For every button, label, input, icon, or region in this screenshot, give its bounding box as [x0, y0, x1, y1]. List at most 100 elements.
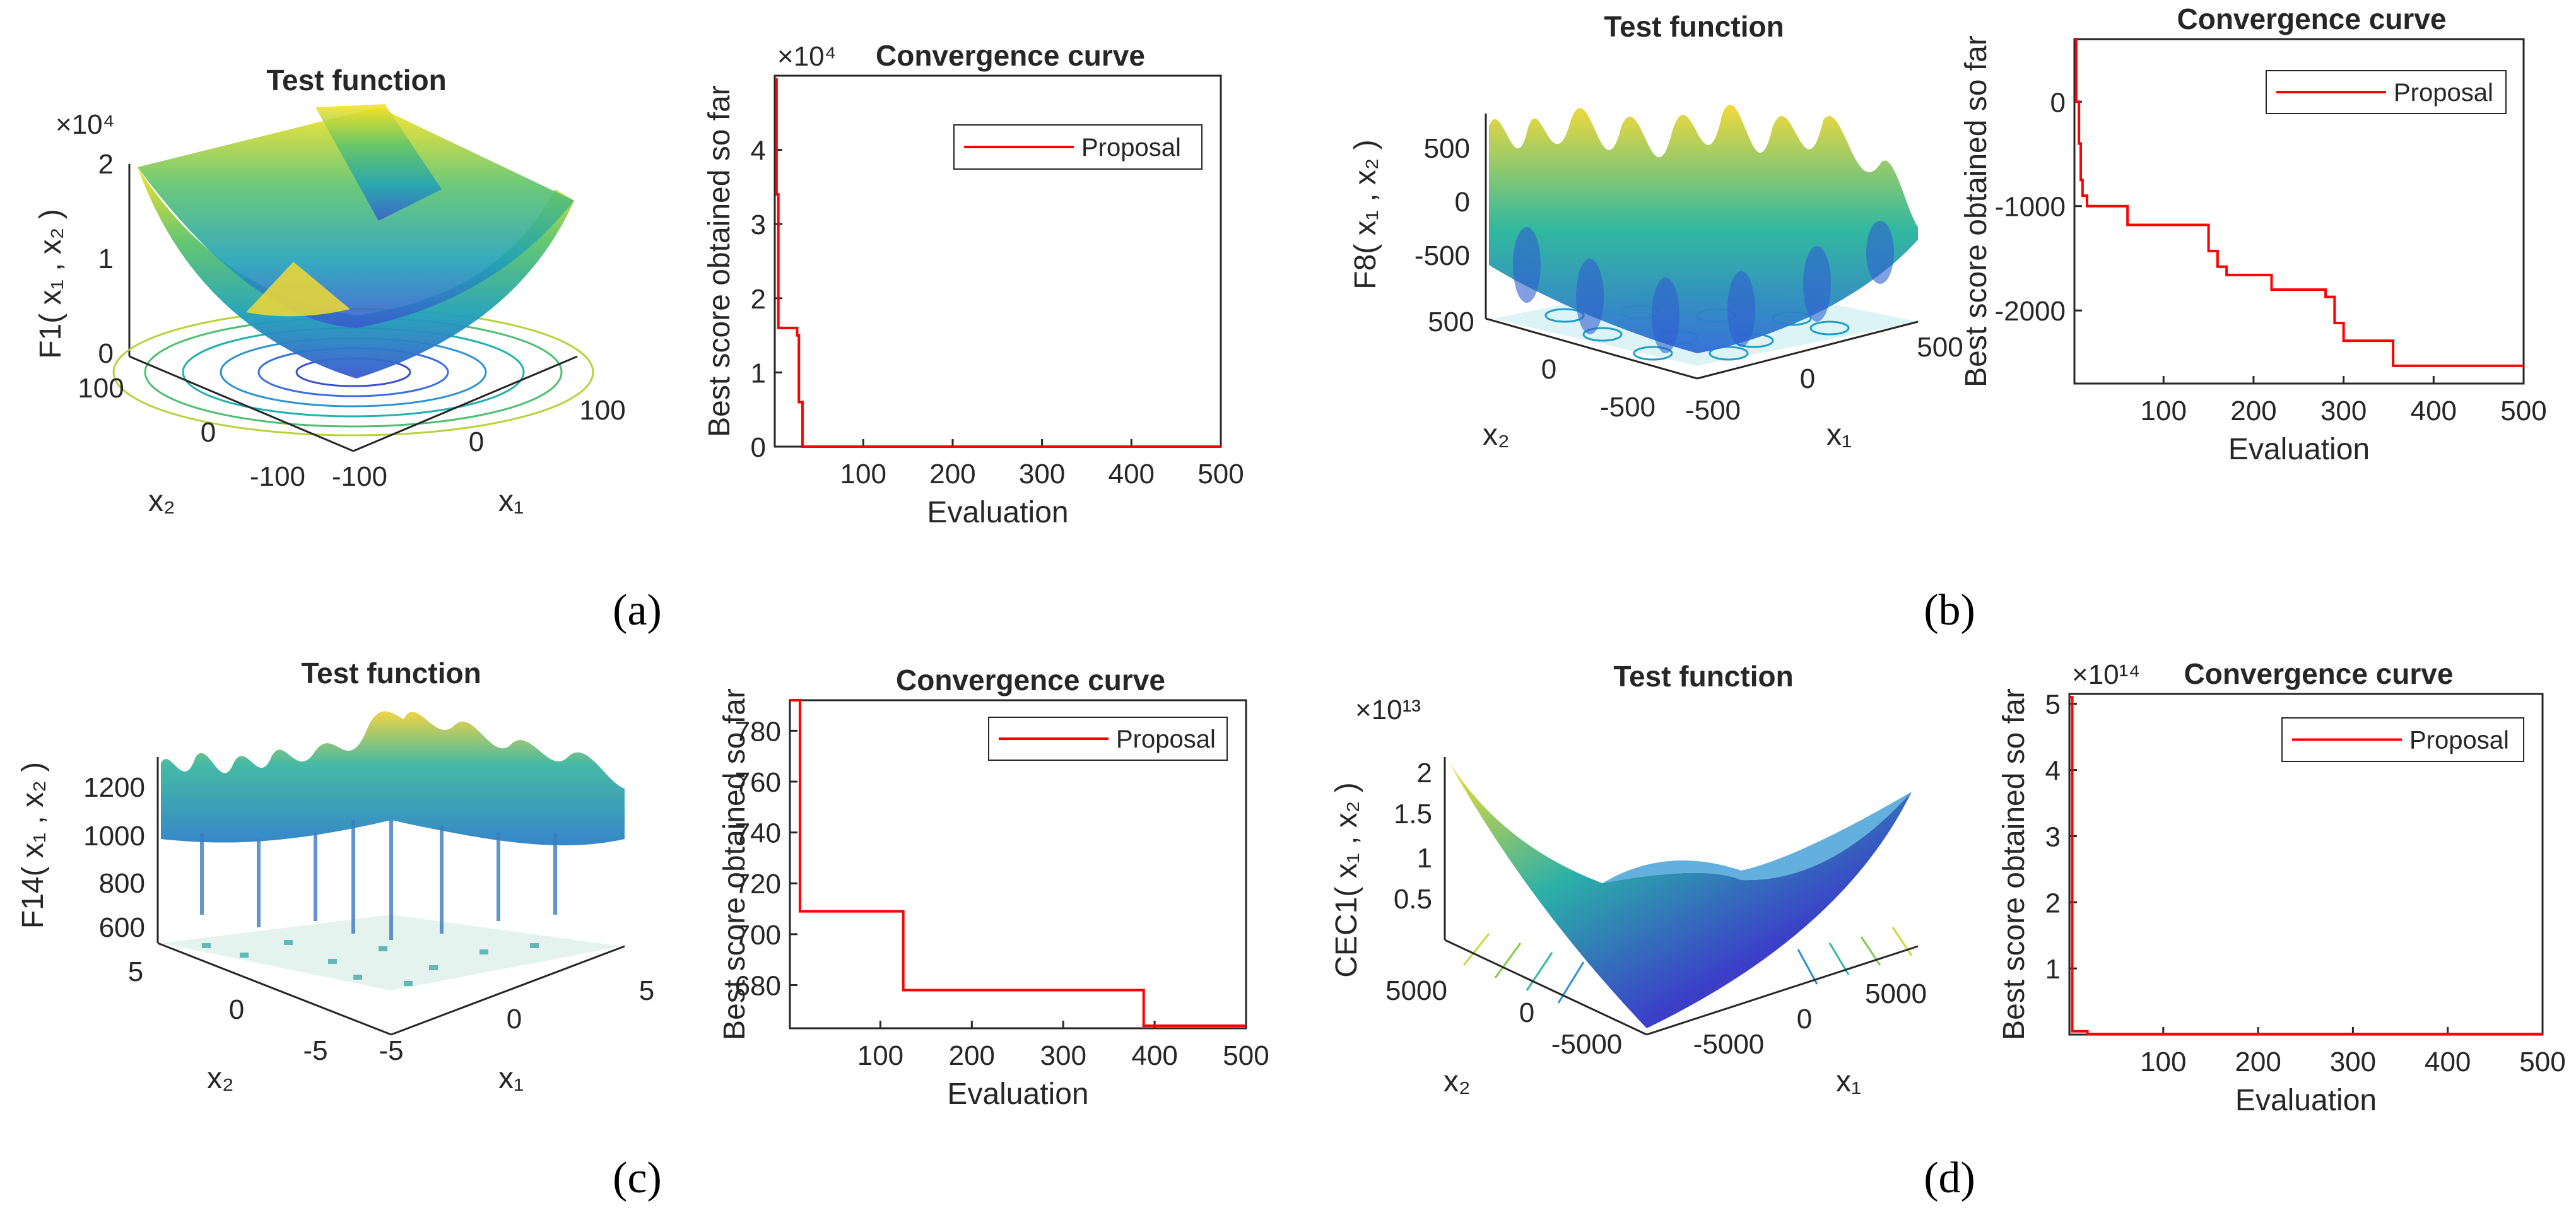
x-tick-label: 400: [2425, 1047, 2471, 1077]
surface-b-xtick: -500: [1685, 395, 1741, 426]
surface-b-ytick: 0: [1541, 354, 1556, 385]
x-axis-label: Evaluation: [927, 496, 1068, 529]
surface-c-ztick: 600: [99, 912, 145, 943]
surface-d-bowl: [1448, 760, 1912, 1028]
y-tick-label: 740: [735, 818, 781, 849]
x-tick-label: 300: [2320, 396, 2367, 426]
surface-d-xlabel: x₁: [1836, 1065, 1861, 1098]
surface-c: Test function F14( x₁ , x₂ ) 600 800 100…: [16, 657, 654, 1095]
y-tick-label: 760: [735, 767, 781, 798]
x-tick-label: 400: [1131, 1040, 1177, 1071]
series-line-proposal: [2069, 696, 2543, 1035]
surface-b-zlabel: F8( x₁ , x₂ ): [1349, 139, 1382, 290]
x-tick-label: 300: [1019, 459, 1065, 490]
x-tick-label: 500: [1197, 459, 1244, 490]
surface-d-ztick: 2: [1417, 758, 1432, 789]
surface-a-zexp: ×10⁴: [56, 109, 115, 140]
surface-c-xtick: -5: [379, 1035, 403, 1066]
surface-d: Test function ×10¹³ CEC1( x₁ , x₂ ) 0.5 …: [1330, 660, 1927, 1098]
x-tick-label: 200: [949, 1040, 995, 1071]
surface-d-title: Test function: [1613, 660, 1793, 693]
surface-d-ytick: -5000: [1551, 1029, 1623, 1060]
surface-c-yaxis: [157, 942, 392, 1036]
surface-c-xtick: 5: [639, 975, 654, 1006]
surface-b-title: Test function: [1604, 10, 1784, 43]
series-line-proposal: [775, 78, 1221, 448]
convergence-plot-d: 100 200 300 400 500 1 2 3 4 5 Convergence curve Eva…: [1997, 657, 2566, 1117]
y-tick-label: 720: [735, 869, 781, 900]
surface-b-ztick: -500: [1414, 240, 1470, 271]
surface-b: Test function F8( x₁ , x₂ ) 500 0 -500 5…: [1349, 10, 1963, 452]
x-tick-label: 500: [2500, 396, 2546, 426]
surface-c-ztick: 1000: [83, 821, 145, 852]
surface-d-rim: [1603, 792, 1912, 883]
y-tick-label: -2000: [1994, 296, 2066, 327]
x-axis-label: Evaluation: [2228, 433, 2370, 466]
surface-c-mesh: [161, 711, 625, 845]
y-tick-label: 3: [2045, 821, 2061, 852]
y-tick-label: 680: [735, 970, 781, 1001]
subfigure-label-b: (b): [1924, 586, 1975, 635]
y-axis-label: Best score obtained so far: [718, 688, 751, 1040]
surface-c-xlabel: x₁: [498, 1062, 524, 1095]
y-tick-label: 5: [2045, 690, 2061, 720]
y-tick-label: 2: [2045, 888, 2061, 919]
y-tick-label: -1000: [1994, 192, 2066, 223]
surface-d-xtick: 0: [1797, 1004, 1812, 1035]
surface-b-yaxis: [1485, 317, 1698, 380]
surface-a-ztick: 2: [98, 149, 114, 180]
x-tick-label: 200: [2230, 396, 2276, 426]
surface-a-ztick: 1: [98, 244, 114, 274]
surface-b-xaxis: [1697, 320, 1919, 380]
surface-a-xtick: -100: [332, 461, 387, 492]
surface-c-xtick: 0: [507, 1004, 522, 1035]
surface-a-ytick: 100: [78, 373, 124, 404]
y-tick-label: 3: [751, 209, 766, 240]
surface-b-xlabel: x₁: [1826, 418, 1852, 452]
plot-title: Convergence curve: [896, 664, 1165, 696]
y-axis-label: Best score obtained so far: [703, 85, 736, 437]
surface-a: Test function ×10⁴ F1( x₁ , x₂ ) 2 1 0 1…: [34, 64, 626, 518]
surface-b-ylabel: x₂: [1483, 418, 1510, 452]
surface-b-ztick: 0: [1455, 187, 1470, 218]
surface-a-xaxis: [353, 355, 578, 452]
surface-a-ytick: -100: [250, 461, 305, 492]
subfigure-label-a: (a): [613, 586, 662, 635]
surface-a-back: [315, 104, 442, 221]
y-tick-label: 1: [2045, 954, 2061, 985]
surface-c-floor: [161, 915, 621, 990]
surface-a-xtick: 0: [469, 426, 484, 457]
surface-c-ytick: -5: [303, 1035, 327, 1066]
surface-d-xtick: 5000: [1865, 978, 1927, 1009]
surface-a-ylabel: x₂: [148, 484, 175, 518]
subfigure-label-d: (d): [1924, 1154, 1975, 1202]
surface-c-ytick: 5: [128, 956, 143, 987]
y-tick-label: 700: [735, 920, 781, 951]
surface-a-ytick: 0: [201, 417, 216, 448]
surface-a-ztick: 0: [98, 338, 114, 369]
x-tick-label: 100: [2141, 396, 2187, 426]
y-tick-label: 780: [735, 716, 781, 747]
x-tick-label: 100: [840, 459, 886, 490]
surface-a-xtick: 100: [579, 395, 625, 426]
convergence-plot-a: 100 200 300 400 500 0 1 2 3 4 Convergence curve Eva…: [703, 39, 1244, 529]
x-tick-label: 300: [2330, 1047, 2376, 1077]
subfigure-label-c: (c): [613, 1154, 662, 1202]
plot-title: Convergence curve: [2177, 3, 2447, 35]
surface-c-scatter: [202, 940, 539, 986]
surface-d-xtick: -5000: [1693, 1029, 1765, 1060]
x-tick-label: 500: [1223, 1040, 1269, 1071]
y-tick-label: 2: [751, 284, 766, 315]
surface-d-zlabel: CEC1( x₁ , x₂ ): [1330, 782, 1363, 978]
y-tick-label: 0: [2050, 87, 2066, 118]
plot-title: Convergence curve: [2184, 657, 2454, 690]
surface-d-ylabel: x₂: [1444, 1065, 1471, 1098]
surface-d-zexp: ×10¹³: [1355, 695, 1421, 725]
surface-a-yaxis: [129, 355, 354, 452]
surface-a-xlabel: x₁: [498, 484, 524, 518]
y-tick-label: 1: [751, 358, 766, 389]
surface-d-ztick: 1: [1417, 843, 1432, 874]
surface-c-xaxis: [391, 945, 625, 1036]
x-tick-label: 200: [2235, 1047, 2281, 1077]
